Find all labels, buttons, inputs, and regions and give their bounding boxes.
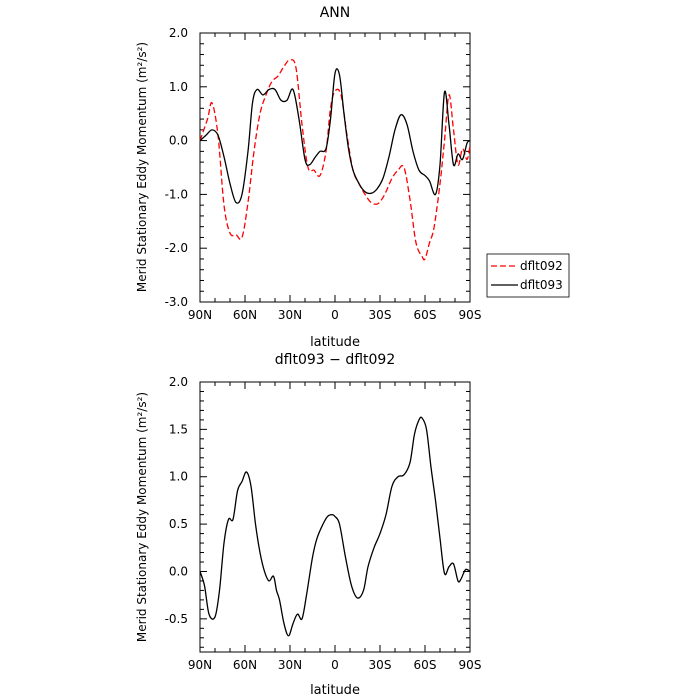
top-xtick-label: 90S xyxy=(459,308,482,322)
top-xtick-label: 60N xyxy=(233,308,257,322)
bottom-panel: dflt093 − dflt092 90N 60N 30N 0 30S 60S 90S -0.… xyxy=(135,352,481,698)
bottom-series xyxy=(199,416,471,637)
bottom-ticks: 90N 60N 30N 0 30S 60S 90S -0.5 0.0 0.5 1.0 1.5 2.0 xyxy=(165,375,482,672)
bottom-panel-title: dflt093 − dflt092 xyxy=(275,352,395,368)
bottom-xlabel: latitude xyxy=(310,683,360,698)
top-ytick-label: -2.0 xyxy=(165,241,188,255)
bottom-ytick-label: 0.0 xyxy=(169,564,188,578)
top-ytick-label: 1.0 xyxy=(169,80,188,94)
top-xtick-label: 90N xyxy=(188,308,212,322)
top-panel-title: ANN xyxy=(320,5,351,21)
top-ticks: 90N 60N 30N 0 30S 60S 90S -3.0 -2.0 -1.0 0.0 1.0 2.0 xyxy=(165,26,482,322)
bottom-ytick-label: 1.0 xyxy=(169,470,188,484)
top-panel: ANN 90N 60N 30N 0 30S 60S 90S -3.0 -2.0 -1.0 0.0 1.… xyxy=(135,5,481,350)
top-series-line-dflt093 xyxy=(199,68,471,204)
top-xtick-label: 30S xyxy=(369,308,392,322)
top-ytick-label: 2.0 xyxy=(169,26,188,40)
legend-box xyxy=(486,253,570,298)
bottom-xtick-label: 30N xyxy=(278,658,302,672)
top-series-line-dflt092 xyxy=(199,59,471,261)
top-ytick-label: -3.0 xyxy=(165,295,188,309)
bottom-xtick-label: 30S xyxy=(369,658,392,672)
legend: dflt092 dflt093 xyxy=(486,253,570,298)
bottom-xtick-label: 60N xyxy=(233,658,257,672)
top-xlabel: latitude xyxy=(310,335,360,350)
bottom-xtick-label: 90N xyxy=(188,658,212,672)
top-xtick-label: 0 xyxy=(331,308,339,322)
legend-label-dflt092: dflt092 xyxy=(520,259,563,273)
bottom-xtick-label: 0 xyxy=(331,658,339,672)
bottom-ytick-label: 2.0 xyxy=(169,375,188,389)
bottom-ylabel: Merid Stationary Eddy Momentum (m²/s²) xyxy=(135,392,149,642)
bottom-xtick-label: 90S xyxy=(459,658,482,672)
top-ytick-label: 0.0 xyxy=(169,134,188,148)
legend-label-dflt093: dflt093 xyxy=(520,278,563,292)
bottom-series-line-series-0 xyxy=(199,416,471,637)
bottom-ytick-label: 1.5 xyxy=(169,422,188,436)
top-ylabel: Merid Stationary Eddy Momentum (m²/s²) xyxy=(135,42,149,292)
top-ytick-label: -1.0 xyxy=(165,187,188,201)
bottom-xtick-label: 60S xyxy=(414,658,437,672)
bottom-ytick-label: 0.5 xyxy=(169,517,188,531)
bottom-ytick-label: -0.5 xyxy=(165,612,188,626)
top-xtick-label: 30N xyxy=(278,308,302,322)
top-xtick-label: 60S xyxy=(414,308,437,322)
top-series xyxy=(199,59,471,261)
